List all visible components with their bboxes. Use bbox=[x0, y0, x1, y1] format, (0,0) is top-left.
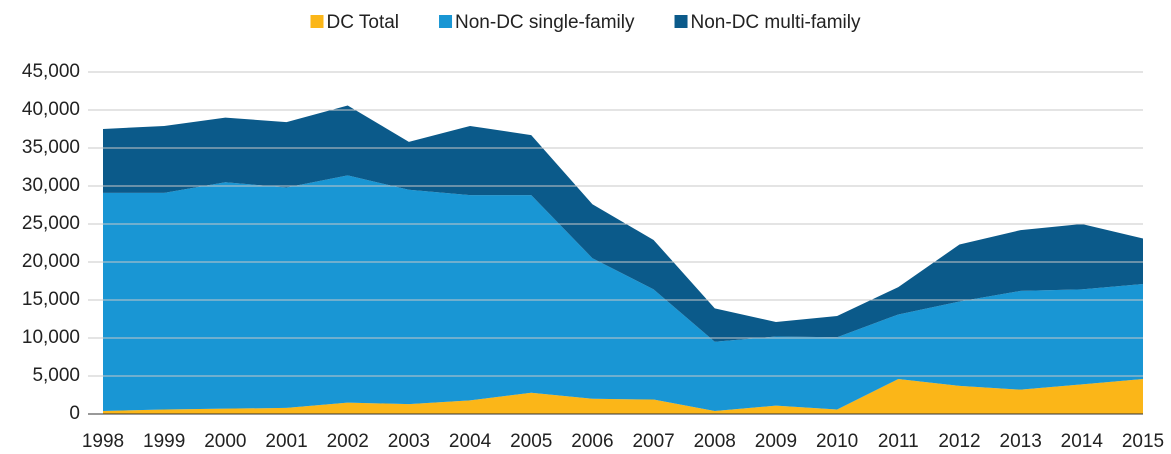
y-tick-label: 20,000 bbox=[22, 251, 80, 272]
x-tick-label: 2007 bbox=[632, 431, 674, 452]
legend-label: Non-DC single-family bbox=[455, 12, 635, 33]
x-tick-label: 2002 bbox=[327, 431, 369, 452]
x-tick-label: 2013 bbox=[1000, 431, 1042, 452]
area bbox=[103, 175, 1143, 411]
y-tick-label: 40,000 bbox=[22, 99, 80, 120]
x-tick-label: 2012 bbox=[938, 431, 980, 452]
area bbox=[103, 379, 1143, 414]
x-tick-label: 2011 bbox=[878, 431, 919, 452]
x-tick-label: 1999 bbox=[143, 431, 185, 452]
x-tick-label: 2006 bbox=[571, 431, 613, 452]
x-tick-label: 2005 bbox=[510, 431, 552, 452]
x-tick-label: 1998 bbox=[82, 431, 124, 452]
y-tick-label: 35,000 bbox=[22, 137, 80, 158]
x-tick-label: 2009 bbox=[755, 431, 797, 452]
y-tick-label: 15,000 bbox=[22, 289, 80, 310]
x-tick-label: 2000 bbox=[204, 431, 246, 452]
legend-swatch bbox=[310, 15, 324, 28]
legend-label: DC Total bbox=[327, 12, 400, 33]
x-tick-label: 2004 bbox=[449, 431, 492, 452]
x-tick-label: 2001 bbox=[265, 431, 307, 452]
legend-swatch bbox=[674, 15, 688, 28]
legend-swatch bbox=[439, 15, 453, 28]
y-tick-label: 0 bbox=[69, 403, 80, 424]
y-tick-label: 30,000 bbox=[22, 175, 80, 196]
y-tick-label: 45,000 bbox=[22, 61, 80, 82]
x-tick-label: 2014 bbox=[1061, 431, 1104, 452]
y-tick-label: 10,000 bbox=[22, 327, 80, 348]
x-tick-label: 2008 bbox=[694, 431, 736, 452]
legend: DC Total Non-DC single-family Non-DC multi… bbox=[310, 12, 861, 33]
y-tick-label: 25,000 bbox=[22, 213, 80, 234]
x-tick-label: 2003 bbox=[388, 431, 430, 452]
x-tick-label: 2010 bbox=[816, 431, 858, 452]
legend-label: Non-DC multi-family bbox=[691, 12, 861, 33]
y-tick-label: 5,000 bbox=[32, 365, 80, 386]
x-tick-label: 2015 bbox=[1122, 431, 1164, 452]
